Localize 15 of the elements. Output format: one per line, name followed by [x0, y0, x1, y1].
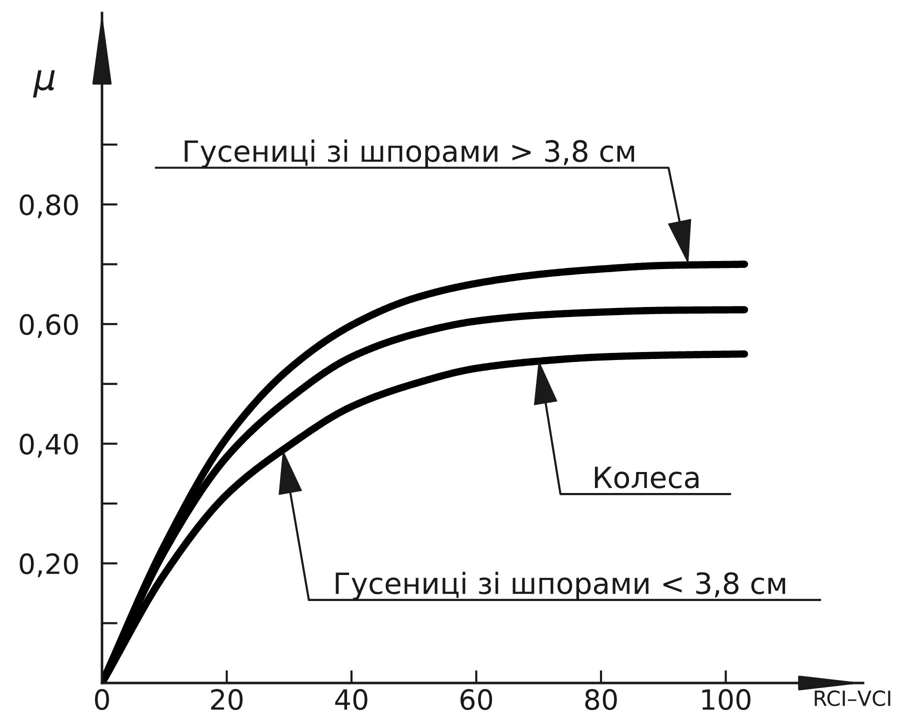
- x-tick-label: 40: [335, 689, 368, 710]
- x-tick-label: 20: [211, 689, 243, 710]
- x-tick-label: 100: [702, 689, 750, 710]
- annotation: Гусениці зі шпорами > 3,8 см: [184, 140, 634, 168]
- annotation: Гусениці зі шпорами < 3,8 см: [336, 572, 786, 600]
- y-tick-label: 0,60: [20, 314, 78, 338]
- annotation: Колеса: [594, 466, 698, 488]
- x-axis-title: RCI–VCI: [814, 690, 890, 706]
- y-tick-label: 0,20: [20, 553, 78, 578]
- x-tick-label: 80: [585, 689, 617, 710]
- y-tick-label: 0,80: [20, 194, 78, 218]
- y-tick-label: 0,40: [20, 434, 78, 458]
- x-tick-label: 0: [94, 689, 109, 710]
- y-axis-title: μ: [32, 70, 55, 98]
- x-tick-label: 60: [460, 689, 492, 710]
